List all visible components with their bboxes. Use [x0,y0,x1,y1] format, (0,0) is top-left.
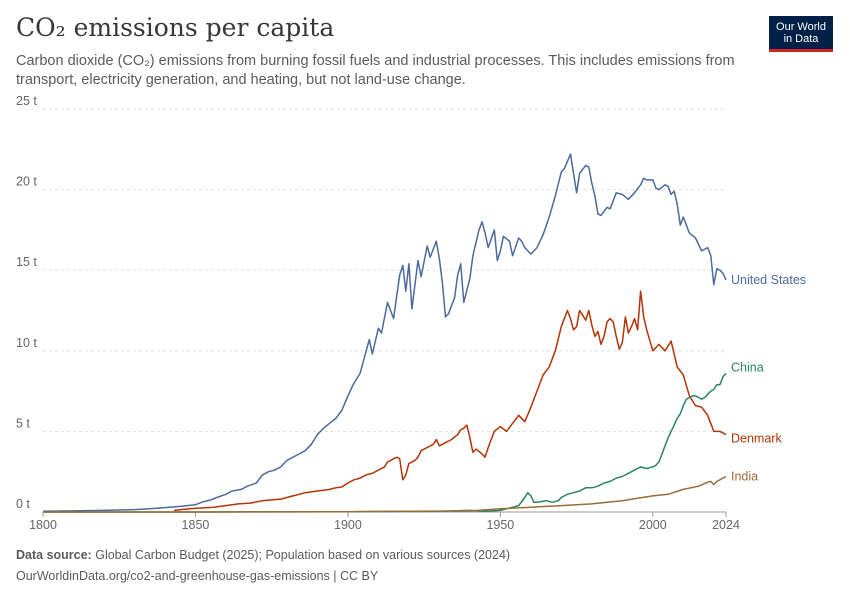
x-tick-label: 1950 [486,518,514,532]
line-chart: 0 t 5 t 10 t 15 t 20 t 25 t 1800 1850 1900 1950 20… [16,94,806,532]
x-tick-label: 2000 [639,518,667,532]
owid-logo[interactable]: Our World in Data [769,16,833,52]
series-label-india: India [731,470,758,484]
chart-subtitle: Carbon dioxide (CO₂) emissions from burn… [16,53,735,88]
y-tick-label: 15 t [16,255,37,269]
source-url[interactable]: OurWorldinData.org/co2-and-greenhouse-ga… [16,569,379,583]
x-tick-label: 1900 [334,518,362,532]
y-tick-label: 25 t [16,94,37,108]
logo-line-2: in Data [783,33,819,45]
series-line-denmark [174,290,727,512]
logo-line-1: Our World [776,21,826,33]
y-tick-label: 0 t [16,497,30,511]
data-source: Data source: Global Carbon Budget (2025)… [16,548,510,562]
x-tick-label: 1800 [29,518,57,532]
series-label-denmark: Denmark [731,432,782,446]
y-tick-label: 20 t [16,175,37,189]
series-line-united-states [42,153,727,512]
y-tick-label: 10 t [16,336,37,350]
data-source-text: Global Carbon Budget (2025); Population … [95,548,511,562]
x-tick-label: 1850 [182,518,210,532]
series-label-china: China [731,360,764,374]
series-line-china [43,372,727,513]
series-label-united-states: United States [731,273,806,287]
x-tick-label: 2024 [712,518,740,532]
series-line-india [43,475,727,513]
chart-title: CO₂ emissions per capita [16,13,335,42]
y-tick-label: 5 t [16,416,30,430]
data-source-label: Data source: [16,548,92,562]
